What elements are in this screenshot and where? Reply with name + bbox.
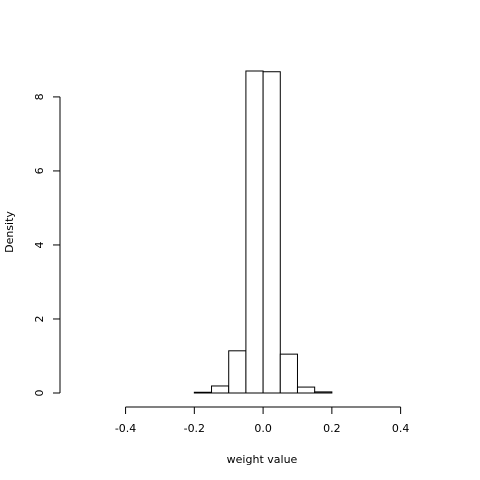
x-tick-label: -0.4 xyxy=(115,422,136,435)
y-tick-label: 4 xyxy=(33,241,46,248)
y-tick-label: 2 xyxy=(33,315,46,322)
bar xyxy=(279,353,298,394)
bar xyxy=(211,385,230,394)
y-tick-label: 0 xyxy=(33,390,46,397)
x-tick-label: 0.2 xyxy=(323,422,341,435)
bar xyxy=(296,386,316,394)
x-tick-label: 0.0 xyxy=(254,422,272,435)
y-tick-label: 8 xyxy=(33,93,46,100)
x-axis-label: weight value xyxy=(227,453,298,466)
bar xyxy=(228,350,247,394)
bar xyxy=(193,391,213,394)
x-tick-label: 0.4 xyxy=(392,422,410,435)
bar xyxy=(245,70,264,394)
y-axis-label: Density xyxy=(3,211,16,253)
bar xyxy=(262,71,281,394)
bar xyxy=(314,391,333,394)
y-tick-label: 6 xyxy=(33,167,46,174)
x-tick-label: -0.2 xyxy=(184,422,205,435)
